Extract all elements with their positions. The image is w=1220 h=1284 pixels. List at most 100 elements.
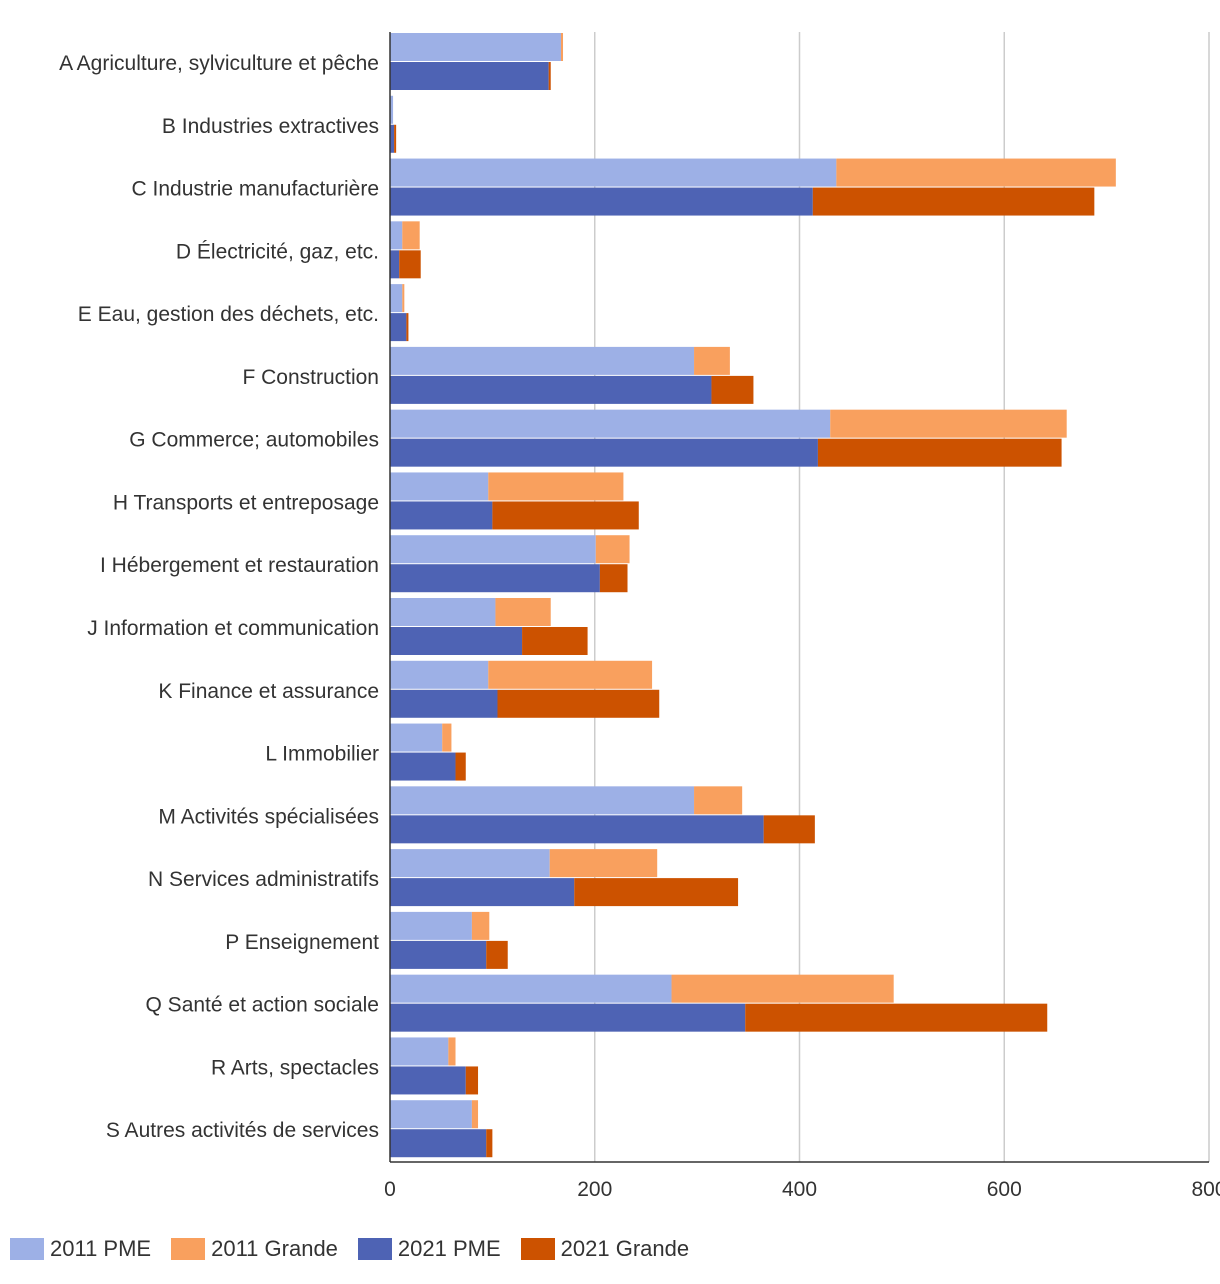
- chart-canvas: A Agriculture, sylviculture et pêche B In…: [59, 32, 1220, 1201]
- bar-2011-grande: [488, 660, 653, 689]
- bar-2011-pme: [390, 95, 394, 124]
- legend-swatch: [357, 1238, 392, 1260]
- bar-2011-grande: [488, 472, 624, 501]
- bar-2021-grande: [763, 815, 815, 844]
- bars: [390, 33, 1116, 1158]
- bar-2021-grande: [455, 752, 466, 781]
- bar-2021-grande: [394, 124, 397, 153]
- category-label: J Information et communication: [87, 617, 379, 640]
- legend-item-2021-grande: 2021 Grande: [520, 1236, 690, 1262]
- category-label: I Hébergement et restauration: [100, 554, 379, 577]
- bar-2011-grande: [836, 158, 1116, 187]
- bar-2011-pme: [390, 911, 472, 940]
- bar-2021-pme: [390, 940, 487, 969]
- bar-2011-pme: [390, 974, 672, 1003]
- bar-2011-grande: [595, 535, 630, 564]
- bar-2011-pme: [390, 849, 550, 878]
- bar-2011-grande: [402, 284, 405, 313]
- bar-2021-pme: [390, 1003, 746, 1032]
- bar-2011-grande: [402, 221, 420, 250]
- legend-item-2011-pme: 2011 PME: [10, 1236, 151, 1262]
- bar-2021-pme: [390, 1066, 466, 1095]
- x-tick-label: 200: [577, 1178, 612, 1201]
- bar-2011-pme: [390, 33, 561, 61]
- category-label: Q Santé et action sociale: [146, 994, 379, 1017]
- legend-swatch: [10, 1238, 44, 1260]
- bar-2021-grande: [817, 438, 1062, 467]
- bar-2011-pme: [390, 1100, 472, 1129]
- bar-2021-pme: [390, 1129, 487, 1158]
- bar-2011-pme: [390, 221, 403, 250]
- bar-2011-pme: [390, 535, 596, 564]
- category-label: P Enseignement: [225, 931, 379, 954]
- bar-2021-grande: [486, 940, 508, 969]
- bar-2011-grande: [830, 409, 1067, 438]
- bar-2011-grande: [495, 598, 551, 626]
- bar-2021-grande: [522, 627, 588, 655]
- bar-2021-pme: [390, 187, 813, 216]
- bar-2021-grande: [711, 375, 754, 404]
- legend-label: 2011 PME: [50, 1236, 152, 1261]
- x-tick-label: 400: [782, 1178, 817, 1201]
- bar-2021-pme: [390, 124, 395, 153]
- bar-2011-pme: [390, 1037, 449, 1066]
- bar-2021-pme: [390, 689, 498, 718]
- x-tick-label: 800: [1191, 1178, 1220, 1201]
- bar-2011-pme: [390, 346, 695, 375]
- bar-2011-grande: [471, 911, 490, 940]
- bar-2021-grande: [812, 187, 1095, 216]
- bar-2021-grande: [492, 501, 639, 530]
- category-label: F Construction: [242, 366, 379, 389]
- bar-2021-pme: [390, 501, 493, 530]
- x-tick-labels: 0 200 400 600 800: [384, 1178, 1220, 1201]
- legend-label: 2021 Grande: [560, 1236, 690, 1261]
- category-label: R Arts, spectacles: [211, 1056, 379, 1079]
- bar-2021-pme: [390, 752, 456, 781]
- bar-2011-pme: [390, 723, 443, 752]
- category-label: M Activités spécialisées: [158, 805, 379, 828]
- category-label: G Commerce; automobiles: [129, 429, 379, 452]
- category-label: A Agriculture, sylviculture et pêche: [59, 52, 379, 75]
- bar-2011-grande: [694, 346, 730, 375]
- bar-2021-grande: [599, 564, 628, 593]
- legend-item-2011-grande: 2011 Grande: [171, 1236, 338, 1262]
- bar-2011-pme: [390, 786, 695, 815]
- bar-2021-pme: [390, 438, 818, 467]
- bar-2011-pme: [390, 284, 403, 313]
- bar-2021-pme: [390, 815, 764, 844]
- bar-2021-grande: [548, 62, 551, 90]
- legend-item-2021-pme: 2021 PME: [357, 1236, 501, 1262]
- x-tick-label: 600: [987, 1178, 1022, 1201]
- bar-2011-grande: [471, 1100, 479, 1129]
- bar-2011-grande: [448, 1037, 456, 1066]
- bar-2011-pme: [390, 158, 837, 187]
- bar-2021-pme: [390, 878, 575, 907]
- category-label: H Transports et entreposage: [113, 491, 379, 514]
- bar-2011-pme: [390, 472, 489, 501]
- category-label: K Finance et assurance: [158, 680, 379, 703]
- category-label: C Industrie manufacturière: [132, 178, 379, 201]
- bar-2021-pme: [390, 62, 549, 90]
- axes: [389, 32, 1209, 1163]
- bar-2021-grande: [745, 1003, 1048, 1032]
- category-labels: A Agriculture, sylviculture et pêche B In…: [59, 52, 379, 1142]
- category-label: S Autres activités de services: [106, 1119, 379, 1142]
- legend-swatch: [171, 1238, 206, 1260]
- legend-label: 2011 Grande: [211, 1236, 338, 1261]
- bar-2011-grande: [671, 974, 894, 1003]
- bar-2011-pme: [390, 598, 496, 626]
- bar-2011-grande: [694, 786, 743, 815]
- bar-2011-pme: [390, 409, 831, 438]
- category-label: E Eau, gestion des déchets, etc.: [78, 303, 379, 326]
- bar-2021-grande: [406, 313, 409, 342]
- x-tick-label: 0: [384, 1178, 396, 1201]
- bar-2021-pme: [390, 627, 523, 655]
- legend-swatch: [520, 1238, 555, 1260]
- bar-2021-grande: [574, 878, 739, 907]
- category-label: N Services administratifs: [148, 868, 379, 891]
- bar-2011-pme: [390, 660, 489, 689]
- bar-2021-pme: [390, 564, 600, 593]
- legend: 2011 PME 2011 Grande 2021 PME 2021 Grand…: [10, 1236, 689, 1262]
- bar-2021-pme: [390, 250, 400, 279]
- bar-2021-grande: [465, 1066, 479, 1095]
